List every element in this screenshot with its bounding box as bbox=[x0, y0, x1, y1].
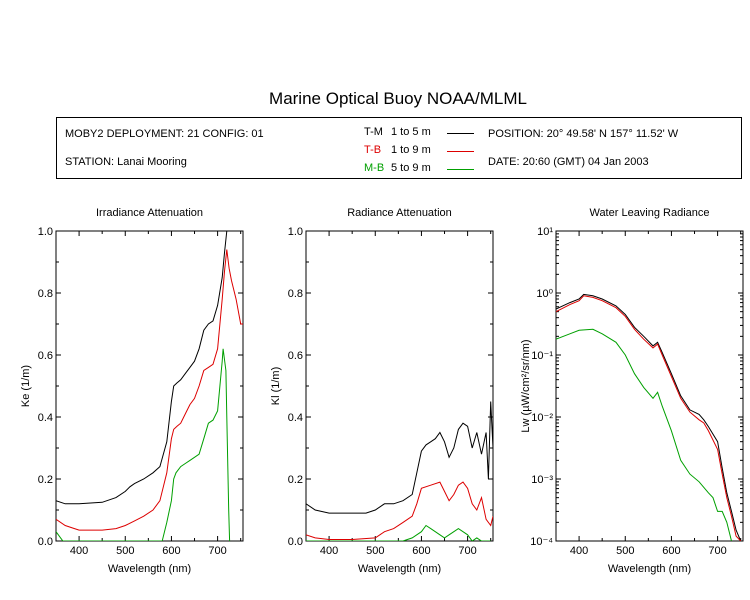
irradiance-attenuation-x-tick-label: 600 bbox=[162, 545, 180, 557]
radiance-attenuation-y-tick-label: 0.8 bbox=[288, 288, 303, 300]
chart-title: Marine Optical Buoy NOAA/MLML bbox=[269, 89, 527, 108]
irradiance-attenuation-x-tick-label: 700 bbox=[208, 545, 226, 557]
water-leaving-radiance-y-tick-label: 10⁻³ bbox=[531, 474, 553, 486]
radiance-attenuation-x-tick-label: 600 bbox=[412, 545, 430, 557]
deployment-text: MOBY2 DEPLOYMENT: 21 CONFIG: 01 bbox=[65, 128, 264, 140]
irradiance-attenuation-y-label: Ke (1/m) bbox=[20, 365, 32, 407]
irradiance-attenuation-x-label: Wavelength (nm) bbox=[108, 563, 191, 575]
irradiance-attenuation-y-tick-label: 0.6 bbox=[38, 350, 53, 362]
radiance-attenuation-series-m-b bbox=[306, 524, 491, 541]
legend-label-tm: T-M bbox=[364, 126, 383, 138]
legend-label-tb: T-B bbox=[364, 144, 382, 156]
radiance-attenuation-y-tick-label: 0.6 bbox=[288, 350, 303, 362]
date-text: DATE: 20:60 (GMT) 04 Jan 2003 bbox=[488, 156, 649, 168]
irradiance-attenuation-y-tick-label: 0.4 bbox=[38, 412, 53, 424]
water-leaving-radiance-x-tick-label: 600 bbox=[662, 545, 680, 557]
info-box: MOBY2 DEPLOYMENT: 21 CONFIG: 01 STATION:… bbox=[56, 117, 742, 179]
radiance-attenuation-title: Radiance Attenuation bbox=[347, 207, 452, 219]
irradiance-attenuation-series-t-m bbox=[56, 231, 228, 505]
radiance-attenuation-frame bbox=[305, 230, 494, 542]
radiance-attenuation-y-label: Kl (1/m) bbox=[270, 367, 282, 406]
irradiance-attenuation-series-m-b bbox=[56, 348, 231, 541]
legend-range-mb: 5 to 9 m bbox=[391, 162, 431, 174]
water-leaving-radiance-x-tick-label: 500 bbox=[616, 545, 634, 557]
water-leaving-radiance-y-tick-label: 10¹ bbox=[537, 226, 553, 238]
legend-line-tm bbox=[447, 133, 474, 134]
irradiance-attenuation-y-tick-label: 0.8 bbox=[38, 288, 53, 300]
irradiance-attenuation-frame bbox=[55, 230, 244, 542]
legend-label-mb: M-B bbox=[364, 162, 385, 174]
water-leaving-radiance-x-label: Wavelength (nm) bbox=[608, 563, 691, 575]
water-leaving-radiance-y-tick-label: 10⁻⁴ bbox=[530, 536, 553, 548]
water-leaving-radiance-y-label: Lw (µW/cm²/sr/nm) bbox=[520, 339, 532, 432]
position-text: POSITION: 20° 49.58' N 157° 11.52' W bbox=[488, 128, 679, 140]
irradiance-attenuation-x-tick-label: 500 bbox=[116, 545, 134, 557]
irradiance-attenuation-y-tick-label: 0.2 bbox=[38, 474, 53, 486]
station-text: STATION: Lanai Mooring bbox=[65, 156, 187, 168]
irradiance-attenuation-y-tick-label: 1.0 bbox=[38, 226, 53, 238]
irradiance-attenuation-series-t-b bbox=[56, 249, 243, 531]
radiance-attenuation-y-tick-label: 0.2 bbox=[288, 474, 303, 486]
water-leaving-radiance-series-m-b bbox=[556, 328, 732, 541]
radiance-attenuation-x-tick-label: 700 bbox=[458, 545, 476, 557]
radiance-attenuation-series-t-b bbox=[306, 481, 493, 540]
radiance-attenuation-y-tick-label: 0.0 bbox=[288, 536, 303, 548]
legend-line-tb bbox=[447, 151, 474, 152]
radiance-attenuation-x-tick-label: 400 bbox=[320, 545, 338, 557]
water-leaving-radiance-frame bbox=[555, 230, 744, 542]
water-leaving-radiance-series-t-b bbox=[556, 295, 742, 541]
irradiance-attenuation-y-tick-label: 0.0 bbox=[38, 536, 53, 548]
radiance-attenuation-y-tick-label: 0.4 bbox=[288, 412, 303, 424]
water-leaving-radiance-x-tick-label: 400 bbox=[570, 545, 588, 557]
legend-range-tm: 1 to 5 m bbox=[391, 126, 431, 138]
water-leaving-radiance-title: Water Leaving Radiance bbox=[589, 207, 709, 219]
legend-range-tb: 1 to 9 m bbox=[391, 144, 431, 156]
irradiance-attenuation-title: Irradiance Attenuation bbox=[96, 207, 203, 219]
radiance-attenuation-x-label: Wavelength (nm) bbox=[358, 563, 441, 575]
legend-line-mb bbox=[447, 169, 474, 170]
irradiance-attenuation-x-tick-label: 400 bbox=[70, 545, 88, 557]
radiance-attenuation-series-t-m bbox=[306, 401, 493, 514]
water-leaving-radiance-series-t-m bbox=[556, 293, 742, 541]
water-leaving-radiance-y-tick-label: 10⁻² bbox=[531, 412, 553, 424]
water-leaving-radiance-y-tick-label: 10⁻¹ bbox=[531, 350, 553, 362]
water-leaving-radiance-y-tick-label: 10⁰ bbox=[536, 288, 553, 300]
radiance-attenuation-y-tick-label: 1.0 bbox=[288, 226, 303, 238]
radiance-attenuation-x-tick-label: 500 bbox=[366, 545, 384, 557]
water-leaving-radiance-x-tick-label: 700 bbox=[708, 545, 726, 557]
